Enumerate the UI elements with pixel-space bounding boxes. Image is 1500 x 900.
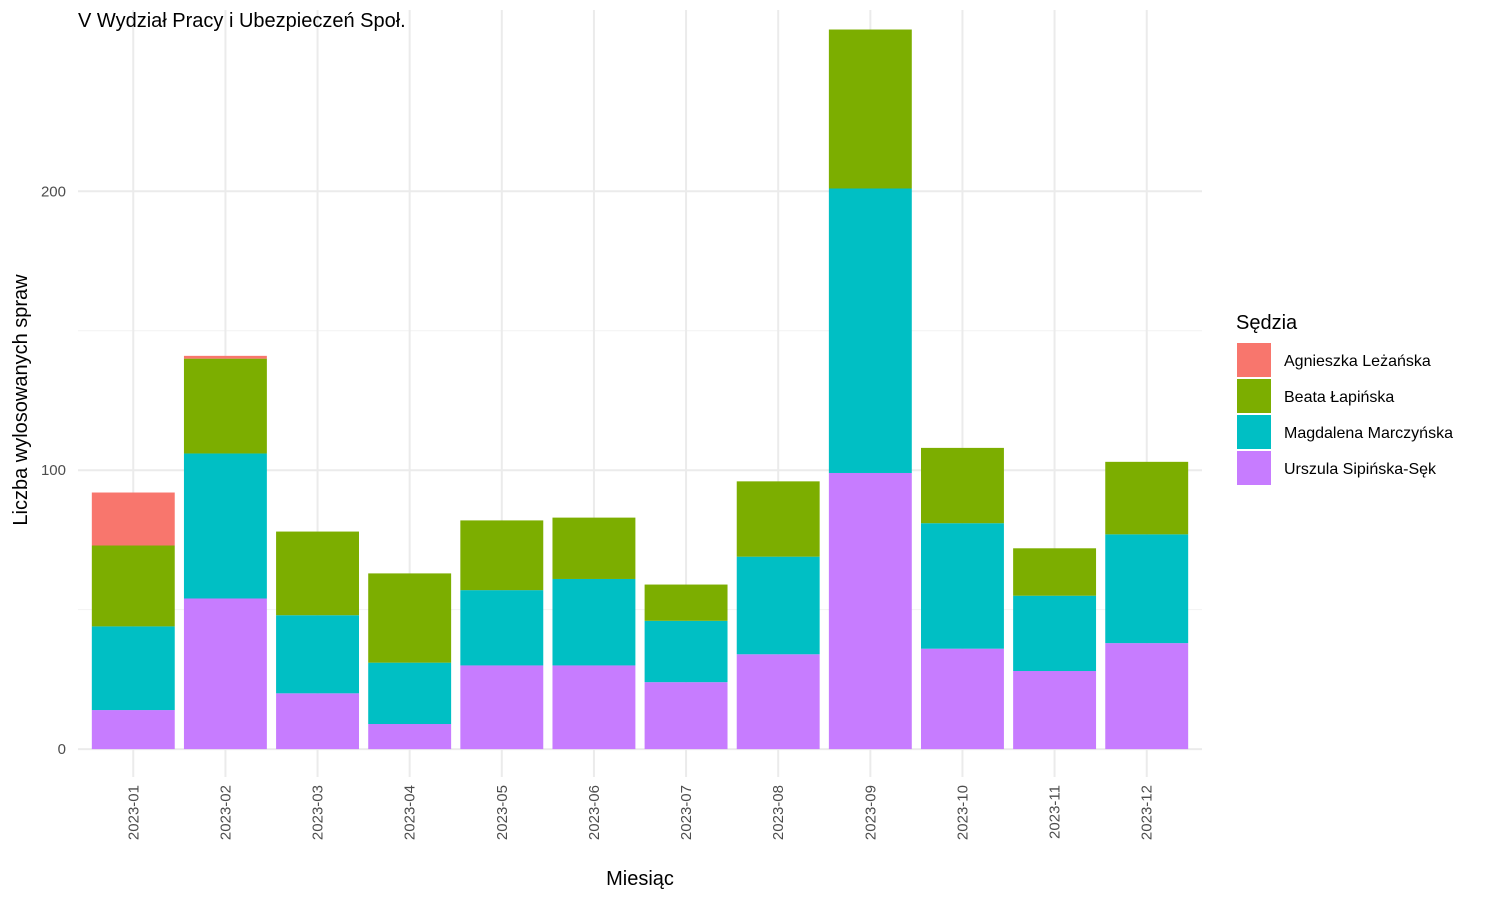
bar-segment (183, 598, 267, 750)
bar-segment (460, 590, 544, 666)
legend-title: Sędzia (1236, 312, 1298, 334)
x-tick-label: 2023-12 (1139, 785, 1156, 840)
legend-label: Agnieszka Leżańska (1284, 353, 1431, 370)
x-tick-label: 2023-03 (310, 785, 327, 840)
bar-segment (644, 584, 728, 621)
bar-segment (828, 29, 912, 189)
bar-segment (183, 358, 267, 454)
x-tick-label: 2023-10 (954, 785, 971, 840)
bar-segment (368, 573, 452, 663)
bar-segment (368, 724, 452, 750)
legend-label: Urszula Sipińska-Sęk (1284, 461, 1437, 478)
x-tick-label: 2023-05 (494, 785, 511, 840)
bar-segment (1013, 671, 1097, 750)
bar-segment (91, 710, 175, 750)
y-tick-label: 0 (58, 741, 66, 758)
bar-segment (368, 662, 452, 725)
bar-segment (1013, 595, 1097, 672)
bars (91, 29, 1189, 750)
legend-key (1237, 379, 1271, 413)
bar-segment (736, 481, 820, 557)
legend-label: Magdalena Marczyńska (1284, 425, 1453, 442)
x-tick-label: 2023-07 (678, 785, 695, 840)
bar-segment (921, 523, 1004, 649)
x-tick-label: 2023-11 (1047, 785, 1064, 839)
bar-segment (276, 615, 359, 694)
x-axis-ticks: 2023-01 2023-02 2023-03 2023-04 2023-05 2023-… (125, 785, 1155, 840)
bar-segment (460, 520, 544, 591)
bar-segment (552, 578, 636, 666)
x-axis-title: Miesiąc (606, 868, 674, 890)
bar-segment (183, 453, 267, 599)
x-tick-label: 2023-01 (125, 785, 142, 840)
bar-segment (736, 654, 820, 750)
y-axis-title: Liczba wylosowanych spraw (10, 274, 32, 526)
bar-segment (91, 545, 175, 627)
bar-segment (1013, 548, 1097, 596)
bar-segment (644, 682, 728, 750)
bar-segment (644, 620, 728, 683)
x-tick-label: 2023-02 (217, 785, 234, 840)
bar-segment (736, 556, 820, 655)
bar-segment (1105, 461, 1189, 535)
x-tick-label: 2023-08 (770, 785, 787, 840)
y-tick-label: 200 (41, 183, 66, 200)
legend: Sędzia Agnieszka Leżańska Beata Łapińska M… (1236, 312, 1453, 485)
bar-segment (552, 665, 636, 750)
bar-segment (1105, 534, 1189, 644)
bar-segment (828, 472, 912, 750)
y-tick-label: 100 (41, 462, 66, 479)
legend-key (1237, 343, 1271, 377)
bar-segment (276, 693, 359, 750)
bar-segment (552, 517, 636, 579)
bar-segment (460, 665, 544, 750)
x-tick-label: 2023-06 (586, 785, 603, 840)
legend-key (1237, 415, 1271, 449)
chart-title: V Wydział Pracy i Ubezpieczeń Społ. (78, 10, 406, 32)
legend-key (1237, 451, 1271, 485)
x-tick-label: 2023-04 (402, 785, 419, 840)
bar-segment (91, 492, 175, 546)
bar-segment (921, 648, 1004, 750)
legend-label: Beata Łapińska (1284, 389, 1394, 406)
bar-segment (921, 447, 1004, 524)
bar-segment (91, 626, 175, 711)
bar-segment (828, 188, 912, 473)
bar-segment (276, 531, 359, 616)
bar-segment (1105, 643, 1189, 750)
bar-segment (183, 355, 267, 359)
y-axis-ticks: 0 100 200 (41, 183, 66, 758)
x-tick-label: 2023-09 (862, 785, 879, 840)
